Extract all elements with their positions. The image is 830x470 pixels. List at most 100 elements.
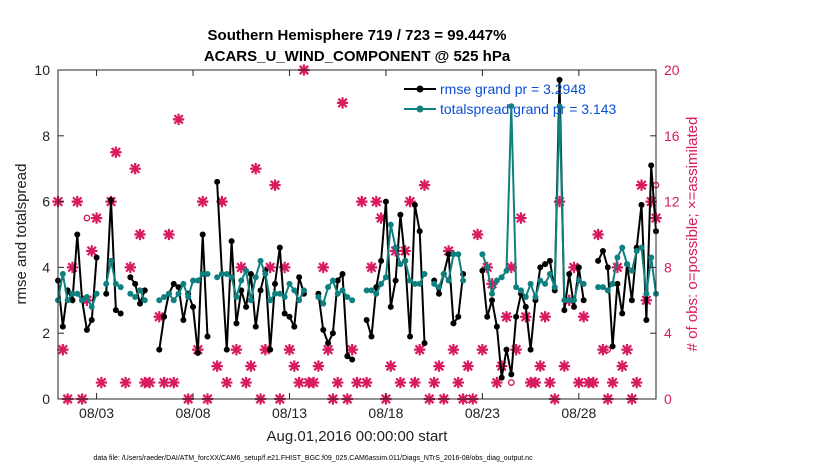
y-tick-label: 0 <box>42 391 50 407</box>
obs-assimilated-marker <box>293 376 305 389</box>
rmse-point <box>614 280 621 287</box>
x-axis-label: Aug.01,2016 00:00:00 start <box>267 428 449 445</box>
rmse-point <box>141 287 148 294</box>
y-tick-label: 6 <box>42 194 50 210</box>
spread-point <box>522 294 529 301</box>
y-right-tick-label: 16 <box>664 128 680 144</box>
obs-assimilated-marker <box>172 113 185 126</box>
rmse-point <box>112 307 119 314</box>
spread-point <box>320 300 327 307</box>
rmse-point <box>344 353 351 360</box>
spread-point <box>325 284 332 291</box>
spread-point <box>440 270 447 277</box>
rmse-point <box>276 244 283 251</box>
obs-assimilated-marker <box>418 179 431 191</box>
x-tick-label: 08/23 <box>465 405 500 421</box>
spread-point <box>363 287 370 294</box>
rmse-point <box>378 257 385 264</box>
obs-assimilated-marker <box>476 343 489 356</box>
obs-assimilated-marker <box>534 360 546 372</box>
spread-point <box>214 274 221 281</box>
rmse-point <box>604 264 611 271</box>
obs-assimilated-marker <box>486 278 498 290</box>
obs-assimilated-marker <box>553 195 566 208</box>
obs-assimilated-marker <box>631 376 643 389</box>
spread-point <box>103 280 110 287</box>
rmse-point <box>296 274 303 281</box>
spread-point <box>595 284 602 291</box>
obs-assimilated-marker <box>616 360 628 372</box>
x-tick-label: 08/13 <box>272 405 307 421</box>
obs-assimilated-marker <box>245 360 257 372</box>
spread-point <box>479 251 486 258</box>
rmse-point <box>619 310 626 317</box>
y-right-tick-label: 8 <box>664 259 672 275</box>
rmse-point <box>392 277 399 284</box>
spread-point <box>180 280 187 287</box>
spread-point <box>392 244 399 251</box>
spread-point <box>228 274 235 281</box>
obs-assimilated-marker <box>346 343 358 356</box>
obs-assimilated-marker <box>399 245 411 257</box>
obs-possible-marker <box>604 346 612 354</box>
rmse-point <box>628 297 635 304</box>
spread-point <box>503 267 510 274</box>
spread-point <box>431 280 438 287</box>
rmse-point <box>542 261 549 268</box>
y-tick-label: 10 <box>34 62 50 78</box>
rmse-point <box>103 290 110 297</box>
spread-point <box>604 287 611 294</box>
rmse-point <box>561 307 568 314</box>
spread-point <box>132 294 139 301</box>
obs-assimilated-marker <box>134 228 146 241</box>
spread-point <box>382 274 389 281</box>
obs-assimilated-marker <box>611 261 624 274</box>
obs-assimilated-marker <box>278 261 291 274</box>
footnote: data file: /Users/raeder/DAI/ATM_forcXX/… <box>93 455 533 462</box>
rmse-point <box>194 349 201 356</box>
rmse-point <box>252 323 259 330</box>
obs-assimilated-marker <box>360 376 373 389</box>
plot-frame <box>57 69 657 400</box>
rmse-point <box>648 162 655 169</box>
spread-point <box>315 294 322 301</box>
rmse-point <box>329 330 336 337</box>
y-axis-right-label: # of obs: o=possible; ×=assimilated <box>684 117 701 352</box>
spread-point <box>190 277 197 284</box>
obs-assimilated-marker <box>264 261 276 274</box>
rmse-point <box>407 333 414 340</box>
rmse-point <box>580 297 587 304</box>
obs-assimilated-marker <box>351 376 363 389</box>
obs-assimilated-marker <box>317 261 329 274</box>
rmse-point <box>108 196 115 203</box>
rmse-point <box>204 333 211 340</box>
spread-point <box>599 284 606 291</box>
obs-assimilated-marker <box>269 179 281 191</box>
spread-point <box>397 261 404 268</box>
spread-point <box>527 280 534 287</box>
obs-assimilated-marker <box>520 311 532 323</box>
spread-point <box>435 284 442 291</box>
obs-assimilated-marker <box>322 343 334 356</box>
rmse-point <box>199 231 206 238</box>
rmse-point <box>228 238 235 245</box>
rmse-point <box>421 340 428 347</box>
spread-point <box>638 244 645 251</box>
spread-point <box>537 277 544 284</box>
rmse-point <box>267 346 274 353</box>
obs-assimilated-marker <box>235 261 247 274</box>
obs-assimilated-marker <box>606 376 619 389</box>
rmse-point <box>537 264 544 271</box>
obs-assimilated-marker <box>587 376 599 389</box>
rmse-point <box>59 323 66 330</box>
obs-assimilated-marker <box>370 195 382 208</box>
rmse-point <box>83 326 90 333</box>
obs-assimilated-marker <box>597 343 609 356</box>
rmse-point <box>609 343 616 350</box>
spread-point <box>349 297 356 304</box>
spread-point <box>257 257 264 264</box>
obs-assimilated-marker <box>129 163 141 175</box>
legend-rmse-label: rmse grand pr = 3.2948 <box>440 81 586 97</box>
obs-possible-marker <box>507 379 515 386</box>
obs-assimilated-marker <box>462 360 474 372</box>
